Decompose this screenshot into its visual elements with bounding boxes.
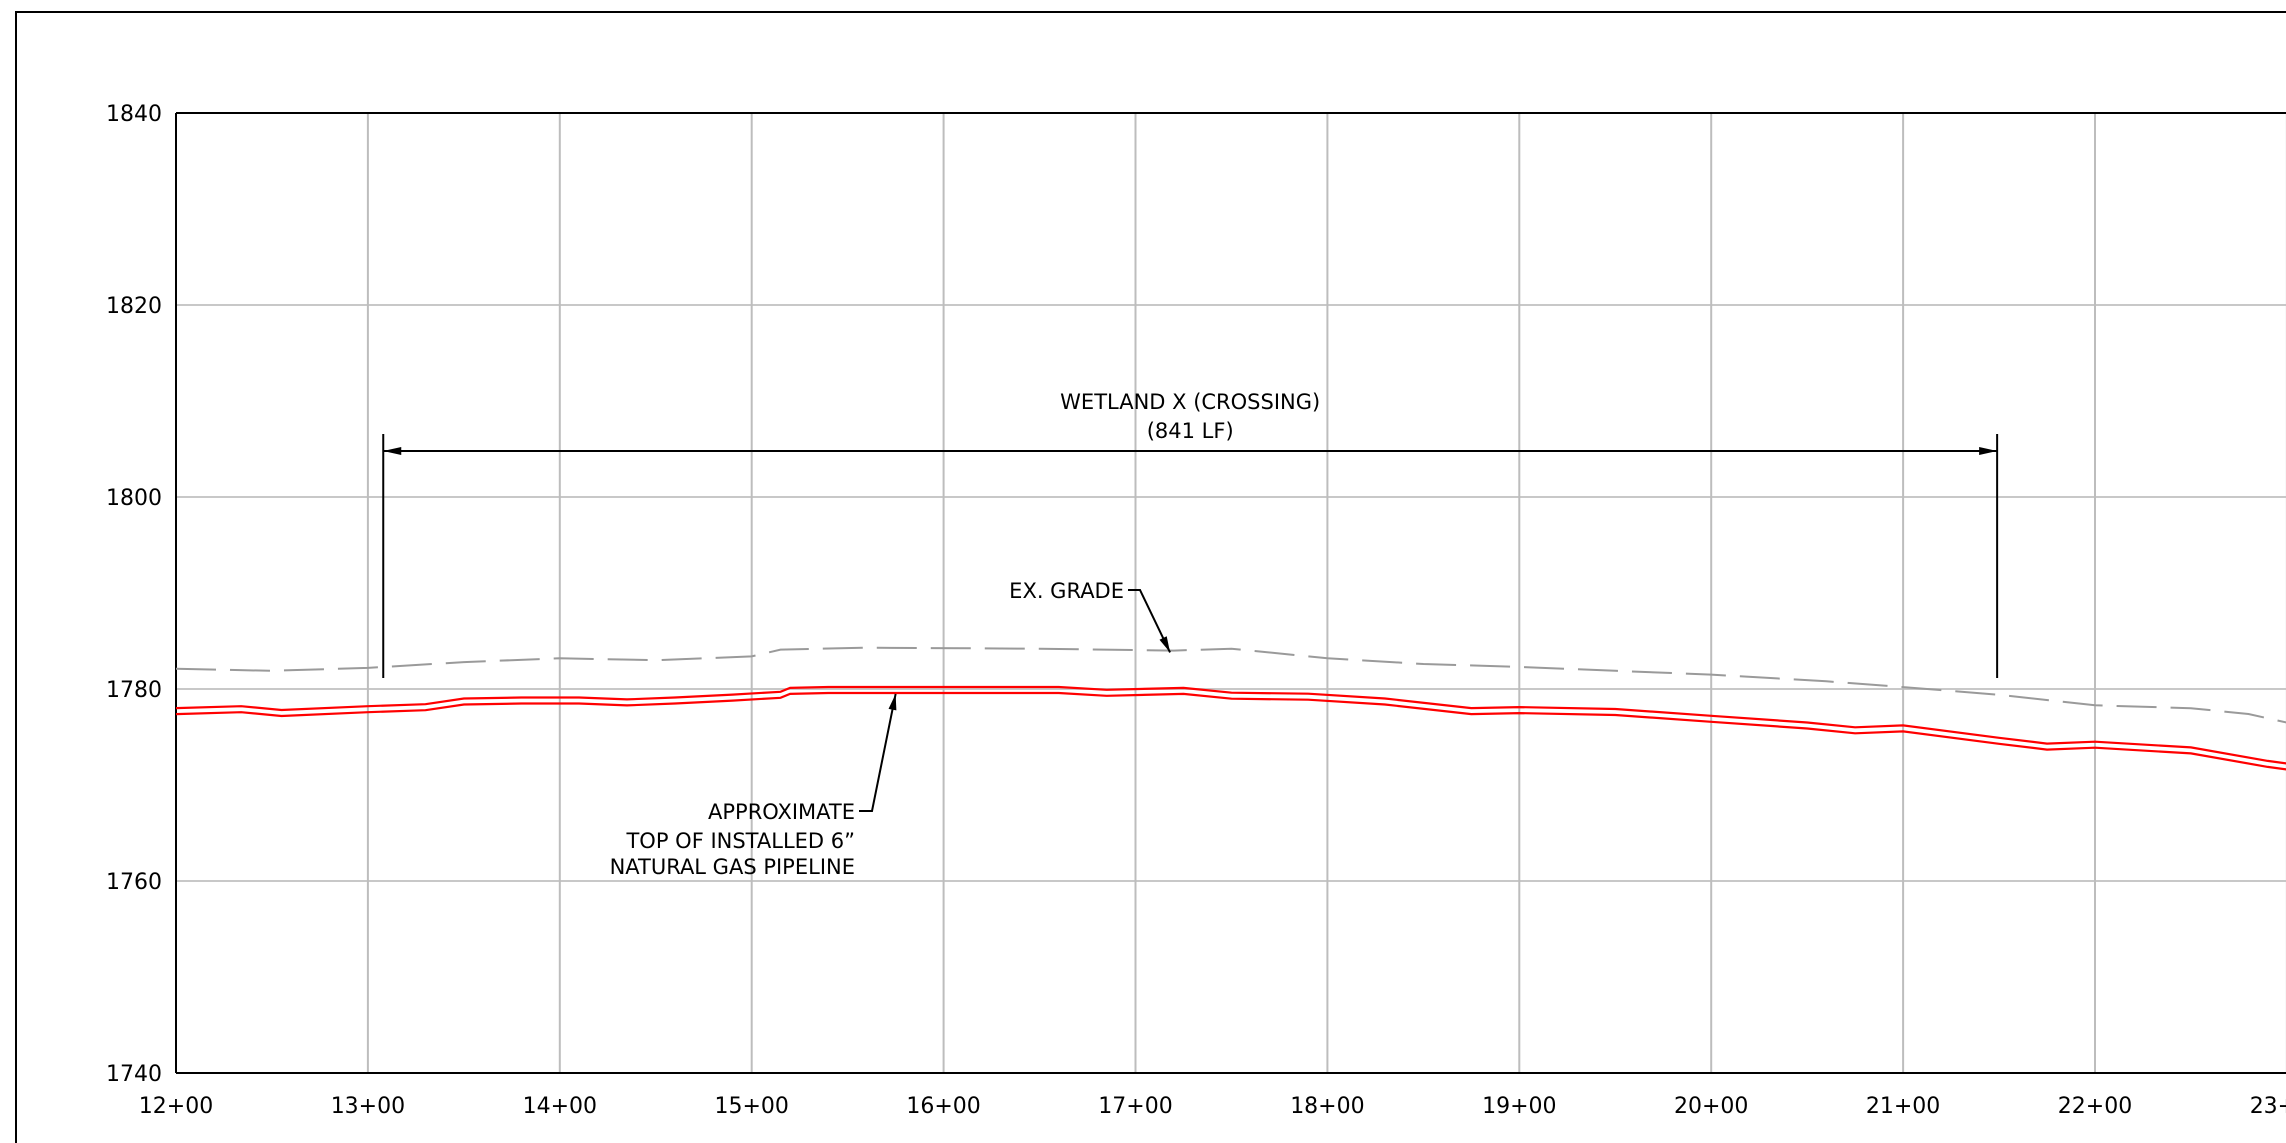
y-tick-label: 1780: [106, 678, 162, 703]
x-tick-label: 22+00: [2058, 1094, 2132, 1119]
existing-grade-line: [175, 646, 2286, 724]
ex-grade-label: EX. GRADE: [1009, 579, 1124, 603]
sheet-border: [15, 11, 2286, 1143]
pipeline-callout: APPROXIMATE TOP OF INSTALLED 6” NATURAL …: [610, 693, 897, 879]
x-tick-label: 16+00: [906, 1094, 980, 1119]
pipeline-bottom-line: [175, 691, 2286, 771]
x-tick-label: 14+00: [523, 1094, 597, 1119]
x-tick-label: 18+00: [1290, 1094, 1364, 1119]
pipeline-label-line1: APPROXIMATE: [708, 800, 855, 824]
ex-grade-callout: EX. GRADE: [1009, 579, 1171, 653]
x-tick-label: 17+00: [1098, 1094, 1172, 1119]
ex-grade-arrowhead: [1159, 636, 1171, 653]
pipeline-label-line3: NATURAL GAS PIPELINE: [610, 855, 855, 879]
y-tick-label: 1820: [106, 294, 162, 319]
axis-ticks: 1740 1760 1780 1800 1820 1840 12+00 13+00 14+00 1…: [106, 102, 2286, 1119]
x-tick-label: 19+00: [1482, 1094, 1556, 1119]
y-tick-label: 1760: [106, 870, 162, 895]
grid: [176, 113, 2286, 1073]
x-tick-label: 23+00: [2250, 1094, 2286, 1119]
y-tick-label: 1800: [106, 486, 162, 511]
pipeline-label-line2: TOP OF INSTALLED 6”: [625, 829, 855, 853]
x-tick-label: 13+00: [331, 1094, 405, 1119]
ex-grade-leader: [1128, 589, 1171, 653]
wetland-dimension-arrow-left: [383, 447, 402, 455]
wetland-label: WETLAND X (CROSSING): [1060, 390, 1320, 414]
pipeline-arrowhead: [888, 693, 897, 711]
pipeline-leader: [859, 693, 897, 812]
x-tick-label: 15+00: [714, 1094, 788, 1119]
wetland-length-label: (841 LF): [1147, 419, 1234, 443]
wetland-annotation: WETLAND X (CROSSING) (841 LF): [382, 390, 1999, 678]
x-tick-label: 21+00: [1866, 1094, 1940, 1119]
x-tick-label: 12+00: [139, 1094, 213, 1119]
y-tick-label: 1740: [106, 1062, 162, 1087]
plot-frame: [175, 112, 2286, 1074]
pipeline-top-line: [175, 685, 2286, 765]
y-tick-label: 1840: [106, 102, 162, 127]
wetland-dimension-arrow-right: [1979, 447, 1998, 455]
profile-series: [175, 646, 2286, 771]
x-tick-label: 20+00: [1674, 1094, 1748, 1119]
